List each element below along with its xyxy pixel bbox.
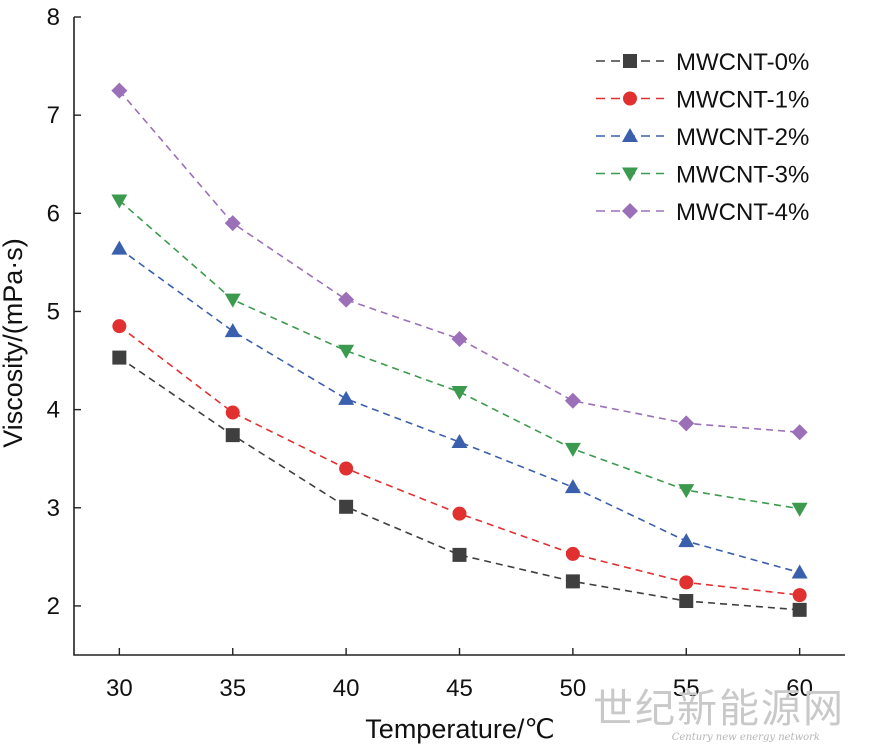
legend-label: MWCNT-3% [676, 162, 809, 189]
data-point [451, 330, 468, 347]
x-tick-label: 40 [333, 675, 360, 702]
legend-label: MWCNT-2% [676, 124, 809, 151]
legend-marker [623, 54, 637, 68]
data-point [111, 240, 128, 255]
data-point [338, 291, 355, 308]
legend-label: MWCNT-1% [676, 87, 809, 114]
y-tick-label: 2 [47, 593, 60, 620]
watermark: 世纪新能源网 Century new energy network [593, 686, 845, 743]
x-axis: 30 35 40 45 50 55 60 [106, 648, 813, 702]
data-point [224, 215, 241, 232]
series-4 [111, 82, 808, 441]
data-point [679, 594, 694, 609]
y-axis: 2 3 4 5 6 7 8 [47, 4, 81, 620]
legend-item: MWCNT-3% [596, 162, 809, 189]
series-layer [111, 82, 808, 617]
data-point [339, 499, 354, 514]
legend-marker [622, 128, 638, 142]
data-point [451, 385, 468, 400]
series-line [118, 247, 800, 574]
data-point [679, 575, 694, 590]
data-point [678, 533, 695, 548]
legend-marker [622, 167, 638, 182]
data-point [792, 588, 807, 603]
watermark-subtext: Century new energy network [672, 732, 820, 743]
data-point [111, 194, 128, 209]
data-point [564, 479, 581, 494]
x-tick-label: 55 [673, 675, 700, 702]
data-point [338, 390, 355, 405]
legend-label: MWCNT-4% [676, 199, 809, 226]
x-tick-label: 45 [446, 675, 473, 702]
data-point [678, 415, 695, 432]
data-point [451, 434, 468, 449]
data-point [791, 424, 808, 441]
y-tick-label: 7 [47, 102, 60, 129]
legend-item: MWCNT-2% [596, 124, 809, 151]
y-tick-label: 3 [47, 495, 60, 522]
legend-marker [622, 203, 638, 219]
data-point [112, 350, 127, 365]
legend-marker [623, 91, 637, 106]
legend-item: MWCNT-1% [596, 87, 809, 114]
data-point [112, 319, 127, 334]
y-axis-title: Viscosity/(mPa·s) [0, 238, 28, 448]
legend-label: MWCNT-0% [676, 49, 809, 76]
data-point [791, 564, 808, 579]
data-point [565, 546, 580, 561]
plot-area [73, 17, 845, 656]
data-point [224, 293, 241, 308]
legend-item: MWCNT-0% [596, 49, 809, 76]
y-tick-label: 5 [47, 298, 60, 325]
series-line [118, 199, 800, 510]
y-tick-label: 8 [47, 4, 60, 31]
data-point [792, 602, 807, 617]
data-point [225, 428, 240, 443]
data-point [225, 405, 240, 420]
data-point [111, 82, 128, 99]
data-point [791, 502, 808, 517]
data-point [339, 461, 354, 476]
y-tick-label: 6 [47, 200, 60, 227]
legend-item: MWCNT-4% [596, 199, 809, 226]
data-point [452, 547, 467, 562]
x-tick-label: 35 [219, 675, 246, 702]
x-axis-title: Temperature/℃ [365, 714, 554, 744]
data-point [452, 506, 467, 521]
axis-spine [73, 17, 845, 656]
data-point [678, 484, 695, 499]
series-1 [112, 319, 807, 603]
data-point [565, 574, 580, 589]
x-tick-label: 50 [560, 675, 587, 702]
series-2 [111, 240, 808, 579]
series-0 [112, 350, 807, 617]
watermark-text: 世纪新能源网 [593, 686, 845, 732]
data-point [338, 344, 355, 359]
series-3 [111, 194, 808, 517]
x-tick-label: 60 [786, 675, 813, 702]
data-point [564, 442, 581, 457]
legend: MWCNT-0% MWCNT-1% MWCNT-2% MWCNT-3% MWCNT-4% [596, 49, 809, 226]
y-tick-label: 4 [47, 397, 60, 424]
data-point [224, 323, 241, 338]
data-point [564, 392, 581, 409]
x-tick-label: 30 [106, 675, 133, 702]
